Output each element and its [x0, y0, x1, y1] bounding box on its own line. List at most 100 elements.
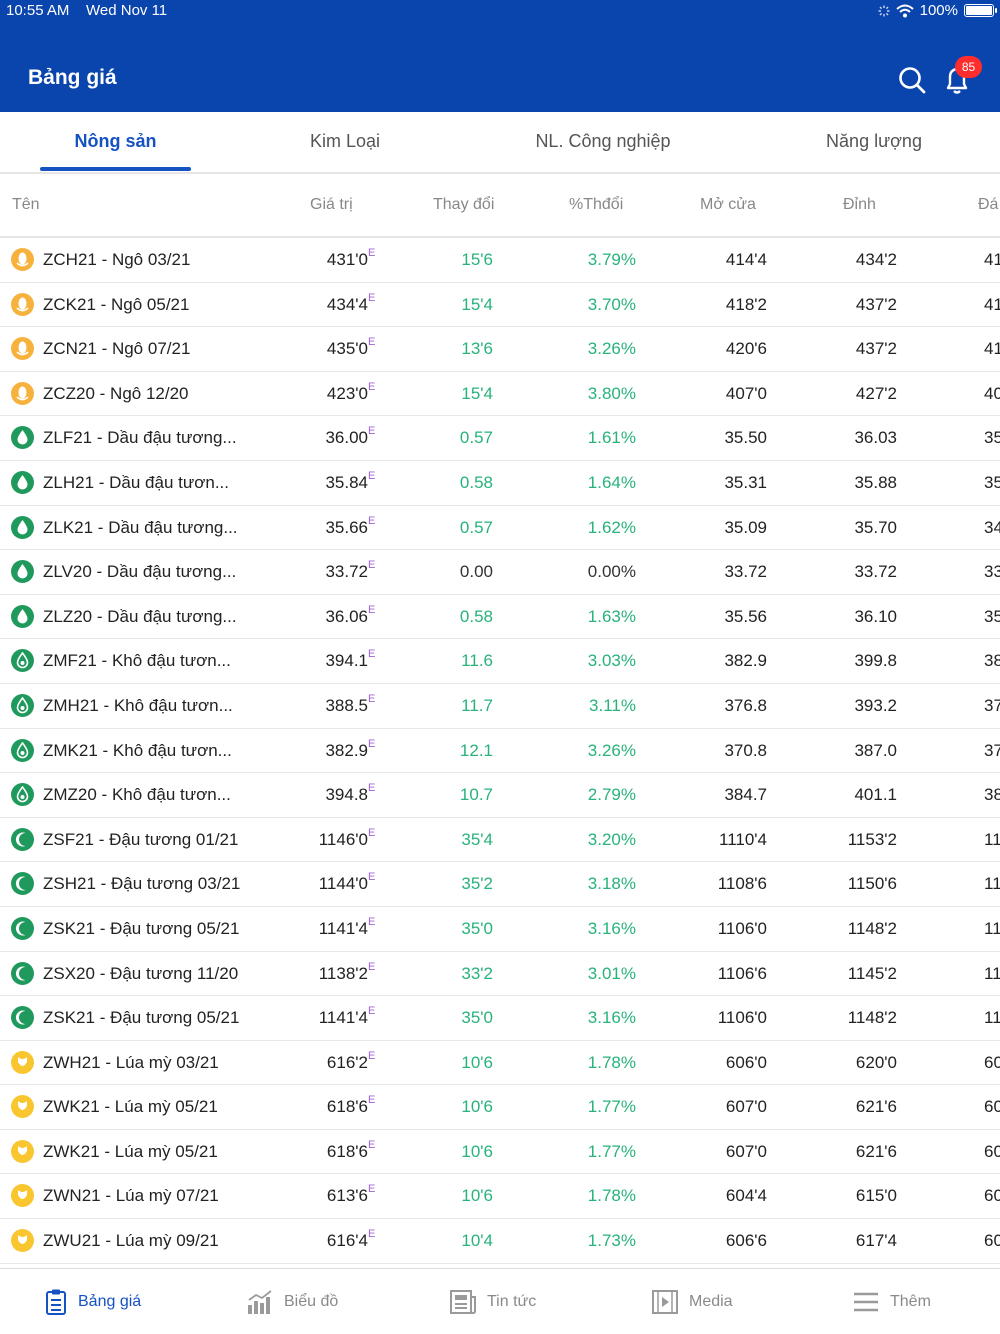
- nav-tin-tuc[interactable]: Tin tức: [449, 1285, 536, 1319]
- open-price: 407'0: [725, 383, 767, 403]
- table-row[interactable]: ZCZ20 - Ngô 12/20 423'0 E 15'4 3.80% 407'0 427…: [0, 372, 1000, 417]
- nav-media[interactable]: Media: [651, 1285, 733, 1319]
- table-row[interactable]: ZCK21 - Ngô 05/21 434'4 E 15'4 3.70% 418'2 437…: [0, 283, 1000, 328]
- contract-name: ZLZ20 - Dầu đậu tương...: [43, 606, 237, 626]
- table-row[interactable]: ZLH21 - Dầu đậu tươn... 35.84 E 0.58 1.64% 35…: [0, 461, 1000, 506]
- table-row[interactable]: ZLV20 - Dầu đậu tương... 33.72 E 0.00 0.00% 3…: [0, 550, 1000, 595]
- price-value: 1138'2: [318, 963, 368, 983]
- wheat-icon: [11, 1184, 34, 1208]
- price-change: 15'6: [461, 250, 493, 269]
- contract-name: ZMH21 - Khô đậu tươn...: [43, 695, 233, 715]
- col-value[interactable]: Giá trị: [310, 196, 353, 213]
- table-row[interactable]: ZWK21 - Lúa mỳ 05/21 618'6 E 10'6 1.77% 607'0…: [0, 1130, 1000, 1175]
- page-title: Bảng giá: [28, 66, 117, 89]
- table-row[interactable]: ZLZ20 - Dầu đậu tương... 36.06 E 0.58 1.63% 3…: [0, 595, 1000, 640]
- table-row[interactable]: ZWN21 - Lúa mỳ 07/21 613'6 E 10'6 1.78% 604'4…: [0, 1174, 1000, 1220]
- price-change: 15'4: [461, 294, 493, 314]
- search-button[interactable]: [896, 64, 928, 96]
- percent-change: 3.11%: [589, 695, 636, 715]
- battery-icon: [964, 4, 997, 17]
- soybean-meal-icon: [11, 693, 34, 717]
- price-value: 35.66: [325, 517, 368, 537]
- table-row[interactable]: ZSK21 - Đậu tương 05/21 1141'4 E 35'0 3.16% 1…: [0, 996, 1000, 1041]
- corn-icon: [11, 381, 34, 405]
- table-row[interactable]: ZWH21 - Lúa mỳ 03/21 616'2 E 10'6 1.78% 606'0…: [0, 1041, 1000, 1086]
- contract-name: ZSK21 - Đậu tương 05/21: [43, 1008, 240, 1028]
- high-price: 617'4: [855, 1231, 897, 1251]
- price-value: 431'0: [326, 250, 368, 269]
- price-value: 618'6: [326, 1097, 368, 1117]
- percent-change: 2.79%: [587, 785, 636, 805]
- table-row[interactable]: ZCN21 - Ngô 07/21 435'0 E 13'6 3.26% 420'6 437…: [0, 327, 1000, 372]
- col-name[interactable]: Tên: [12, 196, 40, 213]
- table-row[interactable]: ZLK21 - Dầu đậu tương... 35.66 E 0.57 1.62% 3…: [0, 506, 1000, 551]
- high-price: 36.10: [854, 606, 897, 626]
- table-row[interactable]: ZMH21 - Khô đậu tươn... 388.5 E 11.7 3.11% 37…: [0, 684, 1000, 729]
- table-row[interactable]: ZMZ20 - Khô đậu tươn... 394.8 E 10.7 2.79% 38…: [0, 773, 1000, 818]
- table-row[interactable]: ZSX20 - Đậu tương 11/20 1138'2 E 33'2 3.01% 1…: [0, 952, 1000, 997]
- price-value: 1141'4: [318, 918, 368, 938]
- contract-name: ZCZ20 - Ngô 12/20: [43, 383, 189, 403]
- high-price: 1148'2: [847, 1008, 897, 1028]
- price-value: 613'6: [326, 1186, 368, 1206]
- table-row[interactable]: ZMK21 - Khô đậu tươn... 382.9 E 12.1 3.26% 37…: [0, 729, 1000, 774]
- col-change[interactable]: Thay đổi: [433, 196, 495, 213]
- nav-bieu-do[interactable]: Biểu đồ: [246, 1285, 338, 1319]
- nav-bang-gia[interactable]: Bảng giá: [44, 1285, 141, 1319]
- tab-nang-luong[interactable]: Năng lượng: [826, 131, 922, 151]
- corn-icon: [11, 292, 34, 316]
- table-row[interactable]: ZCH21 - Ngô 03/21 431'0 E 15'6 3.79% 414'4 434…: [0, 238, 1000, 283]
- price-tag: E: [368, 559, 376, 572]
- nav-label: Biểu đồ: [284, 1293, 339, 1310]
- low-price: 41: [984, 294, 1000, 314]
- bottom-navigation: Bảng giá Biểu đồ Tin tức Media Thêm: [0, 1268, 1000, 1334]
- high-price: 401.1: [854, 785, 897, 805]
- low-price: 38: [984, 651, 1000, 671]
- tab-nl-cong-nghiep[interactable]: NL. Công nghiệp: [535, 131, 671, 151]
- table-row[interactable]: ZSH21 - Đậu tương 03/21 1144'0 E 35'2 3.18% 1…: [0, 862, 1000, 907]
- col-high[interactable]: Đỉnh: [843, 196, 876, 213]
- price-value: 35.84: [325, 472, 368, 492]
- low-price: 38: [984, 785, 1000, 805]
- tab-nong-san[interactable]: Nông sản: [74, 131, 157, 151]
- nav-them[interactable]: Thêm: [852, 1285, 931, 1319]
- col-pct-change[interactable]: %Thđổi: [569, 196, 624, 213]
- wheat-icon: [11, 1095, 34, 1119]
- col-open[interactable]: Mở cửa: [700, 196, 756, 213]
- soybean-icon: [11, 1006, 34, 1030]
- price-value: 36.00: [325, 428, 368, 448]
- contract-name: ZWK21 - Lúa mỳ 05/21: [43, 1097, 218, 1117]
- open-price: 607'0: [725, 1097, 767, 1117]
- soybean-oil-icon: [11, 470, 34, 494]
- price-tag: E: [368, 603, 376, 616]
- price-tag: E: [368, 871, 376, 884]
- low-price: 35: [984, 428, 1000, 448]
- contract-name: ZSF21 - Đậu tương 01/21: [43, 829, 239, 849]
- low-price: 60: [984, 1141, 1000, 1161]
- col-low[interactable]: Đá: [978, 196, 999, 213]
- table-row[interactable]: ZLF21 - Dầu đậu tương... 36.00 E 0.57 1.61% 3…: [0, 416, 1000, 461]
- price-change: 35'2: [461, 874, 493, 894]
- soybean-meal-icon: [11, 738, 34, 762]
- price-tag: E: [368, 826, 376, 839]
- table-row[interactable]: ZSF21 - Đậu tương 01/21 1146'0 E 35'4 3.20% 1…: [0, 818, 1000, 863]
- price-tag: E: [368, 336, 376, 349]
- price-change: 35'4: [461, 829, 493, 849]
- table-row[interactable]: ZWK21 - Lúa mỳ 05/21 618'6 E 10'6 1.77% 607'0…: [0, 1085, 1000, 1130]
- price-change: 0.58: [459, 606, 493, 626]
- table-row[interactable]: ZSK21 - Đậu tương 05/21 1141'4 E 35'0 3.16% 1…: [0, 907, 1000, 952]
- tab-kim-loai[interactable]: Kim Loại: [309, 131, 381, 151]
- wheat-icon: [11, 1229, 34, 1253]
- contract-name: ZCH21 - Ngô 03/21: [43, 250, 191, 269]
- contract-name: ZWK21 - Lúa mỳ 05/21: [43, 1141, 218, 1161]
- wifi-icon: [895, 4, 914, 17]
- table-row[interactable]: ZMF21 - Khô đậu tươn... 394.1 E 11.6 3.03% 38…: [0, 639, 1000, 684]
- open-price: 35.50: [724, 428, 767, 448]
- low-price: 60: [984, 1097, 1000, 1117]
- soybean-oil-icon: [11, 515, 34, 539]
- high-price: 36.03: [854, 428, 897, 448]
- contract-name: ZCK21 - Ngô 05/21: [43, 294, 190, 314]
- low-price: 110: [984, 1008, 1000, 1028]
- table-row[interactable]: ZWU21 - Lúa mỳ 09/21 616'4 E 10'4 1.73% 606'6…: [0, 1219, 1000, 1264]
- open-price: 384.7: [724, 785, 767, 805]
